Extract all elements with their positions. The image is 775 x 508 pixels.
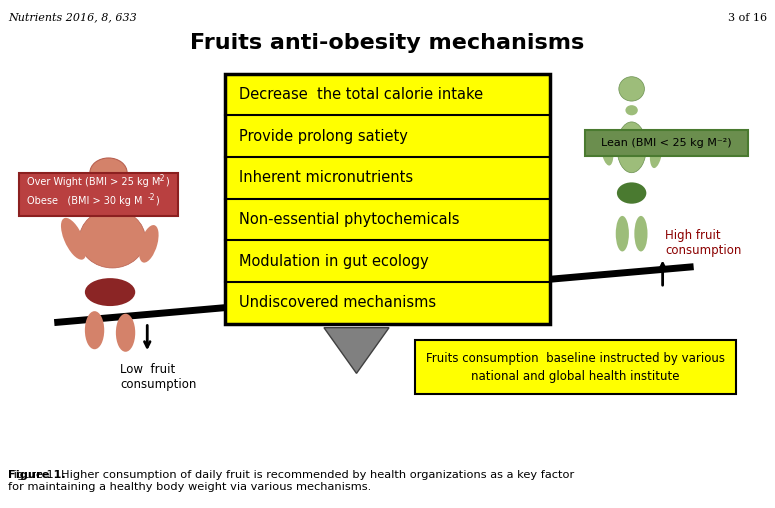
- Ellipse shape: [85, 278, 136, 306]
- Text: Figure 1.: Figure 1.: [8, 470, 66, 480]
- Ellipse shape: [617, 122, 646, 173]
- Text: Fruits consumption  baseline instructed by various
national and global health in: Fruits consumption baseline instructed b…: [426, 352, 725, 383]
- Text: Lean (BMI < 25 kg M⁻²): Lean (BMI < 25 kg M⁻²): [601, 138, 732, 148]
- Ellipse shape: [80, 209, 146, 268]
- Text: ): ): [155, 196, 159, 206]
- Ellipse shape: [85, 311, 104, 350]
- Text: Decrease  the total calorie intake: Decrease the total calorie intake: [239, 87, 483, 102]
- Bar: [585, 130, 748, 156]
- Text: Provide prolong satiety: Provide prolong satiety: [239, 129, 408, 144]
- Text: Non-essential phytochemicals: Non-essential phytochemicals: [239, 212, 460, 227]
- Ellipse shape: [618, 77, 645, 101]
- Text: Nutrients 2016, 8, 633: Nutrients 2016, 8, 633: [8, 13, 136, 23]
- Ellipse shape: [116, 313, 136, 352]
- Ellipse shape: [634, 216, 647, 251]
- Text: 3 of 16: 3 of 16: [728, 13, 767, 23]
- Text: High fruit
consumption: High fruit consumption: [665, 229, 742, 257]
- Ellipse shape: [90, 158, 127, 187]
- Bar: [225, 74, 550, 324]
- Ellipse shape: [139, 225, 159, 263]
- Text: Inherent micronutrients: Inherent micronutrients: [239, 170, 413, 185]
- Text: Over Wight (BMI > 25 kg M: Over Wight (BMI > 25 kg M: [27, 177, 160, 187]
- Ellipse shape: [617, 182, 646, 204]
- Text: Modulation in gut ecology: Modulation in gut ecology: [239, 253, 429, 269]
- Text: -2: -2: [147, 193, 155, 202]
- Ellipse shape: [615, 216, 629, 251]
- Bar: [19, 173, 178, 216]
- Text: Low  fruit
consumption: Low fruit consumption: [120, 363, 197, 391]
- Ellipse shape: [61, 218, 86, 260]
- Ellipse shape: [649, 132, 663, 168]
- Text: Fruits anti-obesity mechanisms: Fruits anti-obesity mechanisms: [191, 33, 584, 53]
- Text: Obese   (BMI > 30 kg M: Obese (BMI > 30 kg M: [27, 196, 143, 206]
- Ellipse shape: [100, 190, 117, 204]
- Bar: [415, 340, 736, 394]
- Text: Undiscovered mechanisms: Undiscovered mechanisms: [239, 295, 436, 310]
- Ellipse shape: [625, 105, 638, 115]
- Text: ): ): [165, 177, 169, 187]
- Polygon shape: [324, 328, 389, 373]
- Ellipse shape: [600, 129, 614, 166]
- Text: -2: -2: [157, 174, 165, 183]
- Text: Figure 1. Higher consumption of daily fruit is recommended by health organizatio: Figure 1. Higher consumption of daily fr…: [8, 470, 574, 492]
